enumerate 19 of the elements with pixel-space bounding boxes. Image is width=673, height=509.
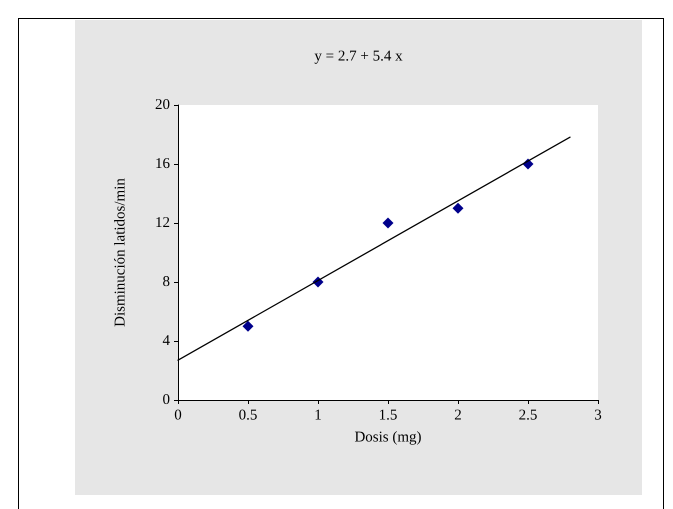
x-tick-label: 2 bbox=[454, 408, 462, 424]
y-tick-label: 16 bbox=[155, 156, 170, 172]
x-tick-label: 3 bbox=[594, 408, 602, 424]
x-tick-label: 0.5 bbox=[238, 408, 258, 424]
x-tick-label: 1.5 bbox=[378, 408, 398, 424]
y-tick-label: 4 bbox=[162, 333, 170, 349]
x-tick-label: 1 bbox=[314, 408, 322, 424]
point bbox=[242, 320, 254, 332]
y-tick-label: 0 bbox=[162, 392, 170, 408]
x-tick-label: 2.5 bbox=[518, 408, 538, 424]
y-tick-label: 8 bbox=[162, 274, 170, 290]
y-axis-title: Disminución latidos/min bbox=[112, 178, 128, 327]
y-tick-label: 12 bbox=[155, 215, 170, 231]
x-axis-title: Dosis (mg) bbox=[354, 430, 422, 446]
y-tick-label: 20 bbox=[155, 97, 170, 113]
x-tick-label: 0 bbox=[174, 408, 182, 424]
point bbox=[382, 218, 394, 228]
point bbox=[452, 202, 464, 214]
chart-title: y = 2.7 + 5.4 x bbox=[314, 48, 404, 64]
